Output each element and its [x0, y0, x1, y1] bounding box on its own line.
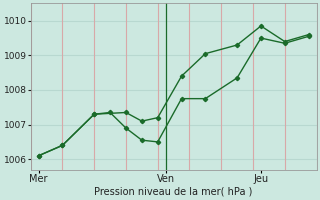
X-axis label: Pression niveau de la mer( hPa ): Pression niveau de la mer( hPa ) [94, 187, 253, 197]
